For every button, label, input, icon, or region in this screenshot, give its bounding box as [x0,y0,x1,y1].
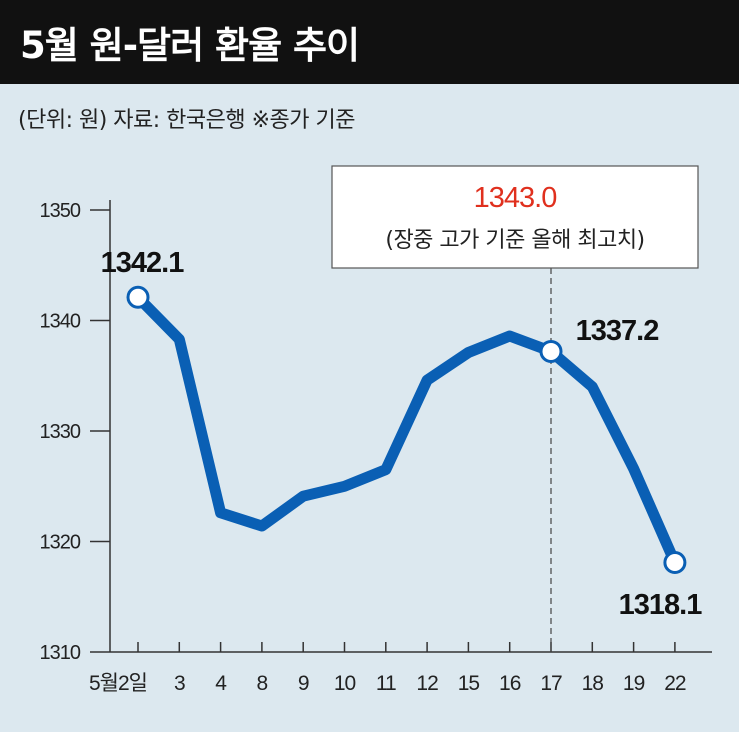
series-line [132,291,681,568]
data-label: 1318.1 [619,589,703,621]
x-tick-label: 12 [416,672,438,695]
x-tick-label: 3 [174,672,185,695]
y-tick-label: 1320 [40,532,81,554]
x-tick-label: 8 [257,672,268,695]
point-marker [126,285,150,309]
x-tick-label: 22 [664,672,686,695]
y-tick-label: 1340 [40,311,81,333]
y-tick-label: 1310 [40,642,81,664]
annotation-text: (장중 고가 기준 올해 최고치) [385,228,644,253]
x-axis-ticks: 5월2일 3 4 8 9 10 11 12 15 16 17 18 19 22 [89,642,687,695]
x-tick-label: 5월2일 [89,672,147,695]
data-labels: 1342.1 1337.2 1318.1 [101,247,704,621]
annotation-value: 1343.0 [474,182,557,214]
x-tick-label: 4 [215,672,227,695]
x-tick-label: 9 [298,672,309,695]
x-tick-label: 15 [458,672,480,695]
point-marker [539,339,563,363]
x-tick-label: 11 [376,672,396,695]
x-tick-label: 19 [623,672,645,695]
y-tick-label: 1350 [40,200,81,222]
chart-title: 5월 원-달러 환율 추이 [0,0,739,84]
chart-subtitle: (단위: 원) 자료: 한국은행 ※종가 기준 [18,108,356,133]
point-marker [663,550,687,574]
data-label: 1337.2 [576,315,659,347]
point-markers [126,285,687,574]
x-tick-label: 17 [540,672,562,695]
y-axis-ticks: 1310 1320 1330 1340 1350 [40,200,110,664]
axes [109,200,712,653]
x-tick-label: 18 [582,672,604,695]
series-path [132,291,681,568]
y-tick-label: 1330 [40,421,81,443]
x-tick-label: 16 [499,672,521,695]
x-tick-label: 10 [334,672,356,695]
data-label: 1342.1 [101,247,185,279]
annotation: 1343.0 (장중 고가 기준 올해 최고치) [331,165,699,652]
annotation-box [331,165,699,269]
